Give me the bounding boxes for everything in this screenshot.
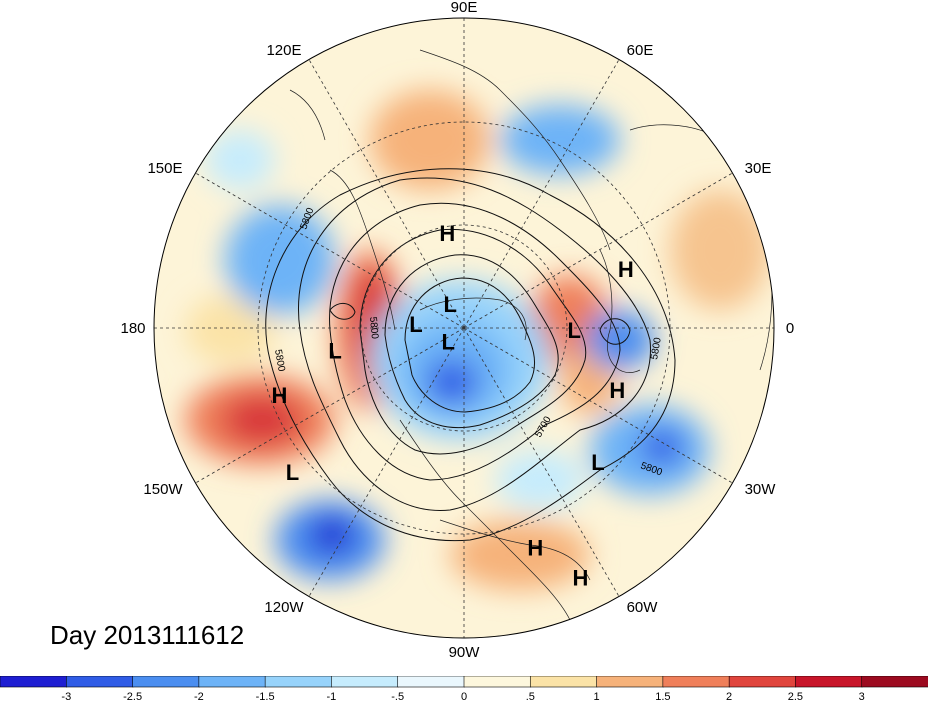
colorbar-swatch bbox=[65, 676, 134, 688]
low-pressure-marker: L bbox=[286, 460, 299, 485]
lon-label-150e: 150E bbox=[147, 160, 182, 177]
lon-label-0: 0 bbox=[786, 320, 794, 337]
day-title: Day 2013111612 bbox=[50, 620, 245, 650]
colorbar-tick-label: -1 bbox=[327, 691, 337, 702]
lon-label-120w: 120W bbox=[264, 599, 304, 616]
lon-label-30w: 30W bbox=[745, 481, 777, 498]
colorbar-tick-label: -3 bbox=[61, 691, 71, 702]
lon-label-90e: 90E bbox=[451, 0, 478, 16]
colorbar-ticks: -3 -2.5 -2 -1.5 -1 -.5 0 .5 1 1.5 2 2.5 3 bbox=[61, 691, 864, 702]
map-boundary bbox=[153, 17, 775, 639]
colorbar-tick-label: 1.5 bbox=[655, 691, 670, 702]
colorbar-tick-label: -.5 bbox=[391, 691, 404, 702]
colorbar-tick-label: -2.5 bbox=[123, 691, 142, 702]
low-pressure-marker: L bbox=[591, 450, 604, 475]
colorbar-boxes bbox=[0, 676, 928, 688]
colorbar-tick-label: 3 bbox=[859, 691, 865, 702]
colorbar-tick-label: -1.5 bbox=[256, 691, 275, 702]
high-pressure-marker: H bbox=[439, 221, 455, 246]
colorbar-tick-label: 1 bbox=[594, 691, 600, 702]
polar-map: 90E 60E 30E 0 30W 60W 90W 120W 150W 180 … bbox=[120, 0, 794, 661]
contour-label: 5800 bbox=[367, 316, 380, 340]
longitude-labels: 90E 60E 30E 0 30W 60W 90W 120W 150W 180 … bbox=[120, 0, 794, 661]
lon-label-180: 180 bbox=[120, 320, 145, 337]
colorbar-swatch bbox=[331, 676, 399, 688]
high-pressure-marker: H bbox=[573, 566, 589, 591]
colorbar-swatch bbox=[132, 676, 200, 688]
lon-label-60e: 60E bbox=[627, 42, 654, 59]
colorbar-swatch bbox=[861, 676, 928, 688]
high-pressure-marker: H bbox=[527, 536, 543, 561]
colorbar-swatch bbox=[0, 676, 68, 688]
lon-label-30e: 30E bbox=[745, 160, 772, 177]
height-contours bbox=[265, 168, 676, 542]
lon-label-90w: 90W bbox=[449, 644, 481, 661]
colorbar-tick-label: .5 bbox=[526, 691, 535, 702]
colorbar-swatch bbox=[264, 676, 333, 688]
colorbar-swatch bbox=[529, 676, 598, 688]
low-pressure-marker: L bbox=[443, 292, 456, 317]
graticule bbox=[154, 18, 774, 638]
colorbar-tick-label: -2 bbox=[194, 691, 204, 702]
high-pressure-marker: H bbox=[272, 383, 288, 408]
colorbar-swatch bbox=[463, 676, 532, 688]
high-pressure-marker: H bbox=[618, 257, 634, 282]
colorbar-swatch bbox=[662, 676, 730, 688]
high-pressure-marker: H bbox=[609, 378, 625, 403]
colorbar-swatch bbox=[795, 676, 863, 688]
colorbar: -3 -2.5 -2 -1.5 -1 -.5 0 .5 1 1.5 2 2.5 3 bbox=[0, 676, 928, 702]
colorbar-swatch bbox=[728, 676, 797, 688]
colorbar-swatch bbox=[198, 676, 266, 688]
low-pressure-marker: L bbox=[441, 329, 454, 354]
lon-label-150w: 150W bbox=[143, 481, 183, 498]
low-pressure-marker: L bbox=[567, 318, 580, 343]
low-pressure-marker: L bbox=[328, 339, 341, 364]
lon-label-60w: 60W bbox=[627, 599, 659, 616]
contour-label: 5800 bbox=[649, 336, 664, 360]
colorbar-tick-label: 2.5 bbox=[788, 691, 803, 702]
low-pressure-marker: L bbox=[409, 312, 422, 337]
colorbar-swatch bbox=[397, 676, 465, 688]
colorbar-tick-label: 2 bbox=[726, 691, 732, 702]
lon-label-120e: 120E bbox=[266, 42, 301, 59]
colorbar-tick-label: 0 bbox=[461, 691, 467, 702]
contour-label: 5800 bbox=[272, 349, 287, 373]
colorbar-swatch bbox=[596, 676, 664, 688]
